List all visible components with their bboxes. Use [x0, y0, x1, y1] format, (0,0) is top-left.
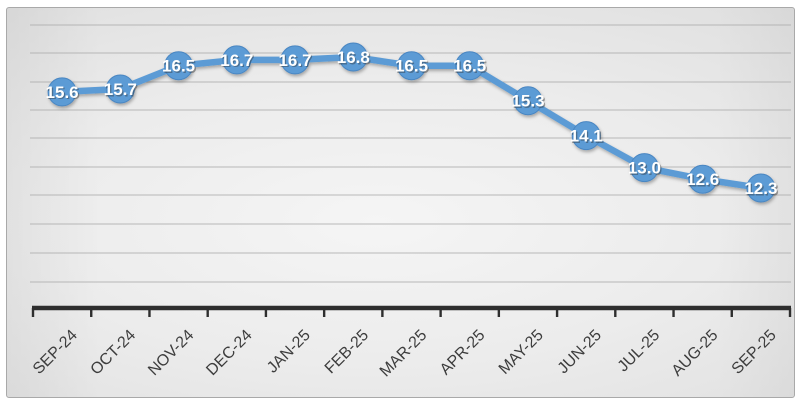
data-label: 12.3 [744, 179, 777, 198]
data-label-shadow: 15.7 [105, 81, 138, 100]
data-label: 16.5 [453, 57, 486, 76]
data-point-marker[interactable] [455, 51, 485, 81]
data-label-shadow: 12.3 [746, 180, 779, 199]
data-label: 14.1 [570, 127, 603, 146]
data-label: 15.7 [104, 80, 137, 99]
x-axis-label: NOV-24 [145, 327, 197, 379]
data-label: 16.5 [395, 57, 428, 76]
data-label-shadow: 15.6 [47, 84, 80, 103]
data-point-marker[interactable] [746, 173, 776, 203]
data-label-shadow: 16.8 [338, 49, 371, 68]
data-label-shadow: 16.7 [222, 52, 255, 71]
data-labels: 15.615.6 15.715.716.516.5 16.716.7 16.716.7… [46, 48, 779, 199]
data-label-shadow: 16.5 [454, 58, 487, 77]
x-axis-label: DEC-24 [203, 327, 255, 379]
data-label: 15.3 [511, 92, 544, 111]
data-label: 16.7 [278, 51, 311, 70]
x-axis-label: SEP-25 [729, 327, 780, 378]
data-point-marker[interactable] [688, 164, 718, 194]
x-axis-label: AUG-25 [669, 327, 722, 380]
data-point-marker[interactable] [629, 153, 659, 183]
data-label: 13.0 [628, 159, 661, 178]
data-point-marker[interactable] [280, 45, 310, 75]
series [47, 42, 776, 203]
data-label: 16.7 [220, 51, 253, 70]
x-axis-label: OCT-24 [87, 327, 139, 379]
data-label-shadow: 12.6 [687, 172, 720, 191]
data-label-shadow: 14.1 [571, 128, 604, 147]
x-axis [31, 305, 792, 317]
data-point-marker[interactable] [513, 86, 543, 116]
data-point-marker[interactable] [105, 74, 135, 104]
data-point-marker[interactable] [571, 121, 601, 151]
x-axis-label: SEP-24 [30, 327, 81, 378]
x-axis-labels: SEP-24 OCT-24 NOV-24 DEC-24 JAN-25 FEB-25 MAR-… [30, 327, 780, 381]
data-point-marker[interactable] [164, 51, 194, 81]
data-label: 16.8 [337, 48, 370, 67]
x-axis-label: JUL-25 [615, 327, 664, 376]
data-label-shadow: 13.0 [629, 160, 662, 179]
data-label-shadow: 16.7 [280, 52, 313, 71]
x-axis-label: JAN-25 [264, 327, 314, 377]
data-label: 12.6 [686, 170, 719, 189]
x-axis-label: MAY-25 [496, 327, 547, 378]
data-label: 16.5 [162, 57, 195, 76]
gridlines [30, 24, 791, 283]
x-axis-label: APR-25 [437, 327, 489, 379]
data-label-shadow: 15.3 [513, 93, 546, 112]
data-label-shadow: 16.5 [163, 58, 196, 77]
data-point-marker[interactable] [338, 42, 368, 72]
data-label-shadow: 16.5 [396, 58, 429, 77]
x-axis-label: MAR-25 [377, 327, 431, 381]
data-point-marker[interactable] [397, 51, 426, 81]
x-axis-label: FEB-25 [322, 327, 372, 377]
data-label: 15.6 [46, 83, 79, 102]
data-point-marker[interactable] [222, 45, 252, 75]
x-axis-label: JUN-25 [555, 327, 605, 377]
data-point-marker[interactable] [47, 77, 77, 107]
